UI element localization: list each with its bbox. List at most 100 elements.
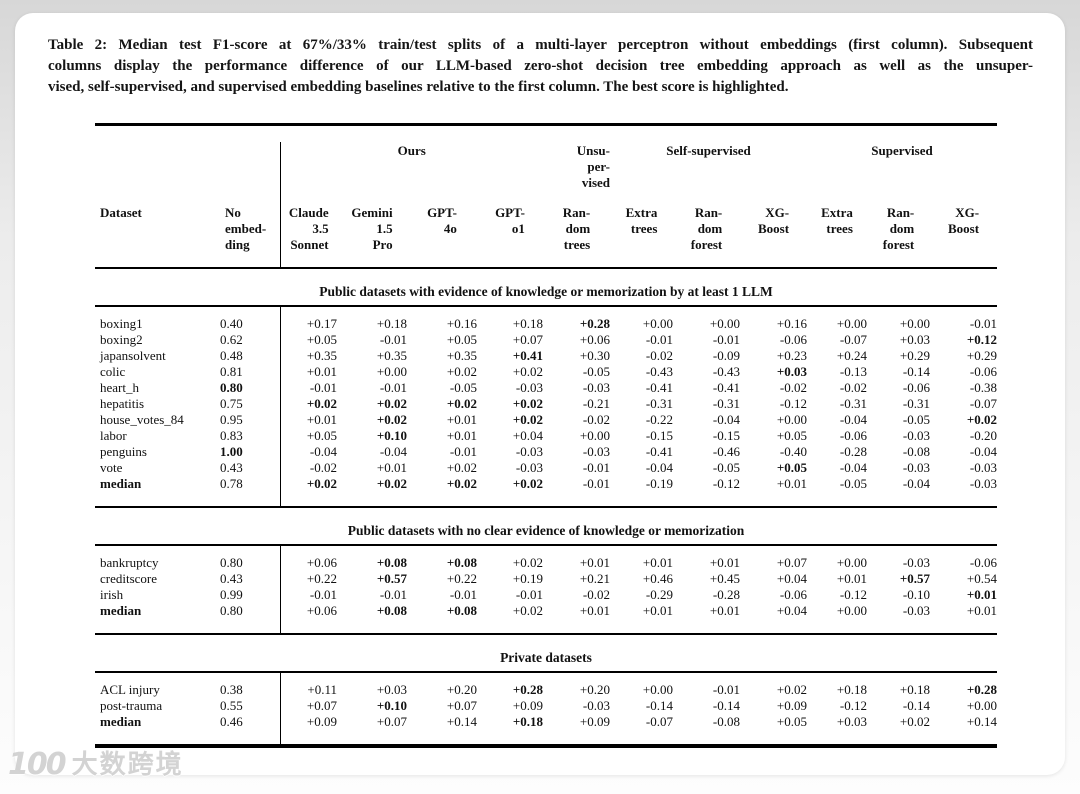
dataset-name: post-trauma	[100, 697, 163, 713]
value-cell: -0.31	[712, 395, 740, 411]
value-cell: +0.01	[642, 602, 673, 618]
value-cell: -0.31	[902, 395, 930, 411]
value-cell: -0.03	[582, 379, 610, 395]
col-header-xgboost-s: XG- Boost	[947, 204, 980, 236]
value-cell: +0.00	[376, 363, 407, 379]
value-cell: +0.18	[836, 681, 867, 697]
value-cell: +0.01	[966, 602, 997, 618]
value-cell: -0.02	[645, 347, 673, 363]
value-cell: -0.04	[712, 411, 740, 427]
value-cell: -0.12	[779, 395, 807, 411]
value-cell: 0.43	[220, 570, 243, 586]
dataset-name: house_votes_84	[100, 411, 184, 427]
value-cell: +0.10	[376, 697, 407, 713]
section-title-row: Private datasets	[95, 632, 997, 673]
value-cell: +0.09	[512, 697, 543, 713]
value-cell: +0.02	[279, 395, 337, 412]
value-cell: -0.03	[515, 443, 543, 459]
dataset-name: hepatitis	[100, 395, 145, 411]
table-row: creditscore 0.43 +0.22 +0.57 +0.22 +0.19 +0.21…	[95, 570, 997, 587]
value-cell: -0.01	[582, 459, 610, 475]
dataset-name: median	[100, 602, 142, 618]
table-container: Ours Unsu- per- vised Self-supervised Su…	[95, 123, 997, 748]
value-cell: +0.02	[512, 554, 543, 570]
group-header-self-supervised: Self-supervised	[666, 142, 751, 158]
watermark: 100 大数跨境	[8, 747, 184, 782]
value-cell: -0.04	[279, 443, 337, 460]
col-header-random-trees: Ran- dom trees	[562, 204, 591, 252]
table-row: vote 0.43 -0.02 +0.01 +0.02 -0.03 -0.01 -0.04 -0…	[95, 459, 997, 476]
value-cell: +0.00	[836, 315, 867, 331]
section-title-row: Public datasets with evidence of knowled…	[95, 266, 997, 307]
value-cell: +0.29	[966, 347, 997, 363]
value-cell: -0.14	[902, 697, 930, 713]
table-row: ACL injury 0.38 +0.11 +0.03 +0.20 +0.28 +0.20 +…	[95, 671, 997, 698]
value-cell: -0.20	[969, 427, 997, 443]
table-row: boxing2 0.62 +0.05 -0.01 +0.05 +0.07 +0.06 -0.0…	[95, 331, 997, 348]
value-cell: -0.01	[449, 586, 477, 602]
value-cell: -0.03	[902, 602, 930, 618]
value-cell: +0.29	[899, 347, 930, 363]
col-header-gemini-1-5-pro: Gemini 1.5 Pro	[351, 204, 393, 252]
value-cell: -0.05	[582, 363, 610, 379]
value-cell: +0.04	[776, 570, 807, 586]
watermark-text: 大数跨境	[71, 750, 184, 780]
group-header-ours: Ours	[279, 141, 543, 203]
value-cell: 0.62	[220, 331, 243, 347]
value-cell: +0.35	[279, 347, 337, 364]
value-cell: -0.40	[779, 443, 807, 459]
value-cell: 0.81	[220, 363, 243, 379]
value-cell: -0.31	[839, 395, 867, 411]
value-cell: +0.01	[579, 602, 610, 618]
value-cell: +0.00	[642, 315, 673, 331]
value-cell: -0.03	[969, 475, 997, 491]
value-cell: +0.10	[376, 427, 407, 443]
value-cell: -0.07	[839, 331, 867, 347]
watermark-logo-icon: 100	[8, 747, 67, 782]
col-header-extra-trees-s: Extra trees	[821, 204, 853, 236]
dataset-name: vote	[100, 459, 123, 475]
value-cell: +0.12	[966, 331, 997, 347]
value-cell: +0.00	[579, 427, 610, 443]
value-cell: +0.02	[376, 475, 407, 491]
value-cell: -0.03	[582, 443, 610, 459]
value-cell: +0.01	[709, 554, 740, 570]
caption-line-1: Table 2: Median test F1-score at 67%/33%…	[48, 37, 1033, 53]
page-card: Table 2: Median test F1-score at 67%/33%…	[15, 13, 1065, 775]
section-title: Public datasets with evidence of knowled…	[95, 266, 997, 307]
value-cell: -0.03	[582, 697, 610, 713]
value-cell: +0.01	[279, 411, 337, 428]
dataset-name: bankruptcy	[100, 554, 159, 570]
value-cell: +0.00	[836, 602, 867, 618]
value-cell: -0.03	[902, 554, 930, 570]
value-cell: +0.45	[709, 570, 740, 586]
value-cell: +0.02	[966, 411, 997, 427]
value-cell: -0.01	[645, 331, 673, 347]
value-cell: -0.29	[645, 586, 673, 602]
table-row: median 0.46 +0.09 +0.07 +0.14 +0.18 +0.09 -0.07…	[95, 713, 997, 748]
table-row: japansolvent 0.48 +0.35 +0.35 +0.35 +0.41 +0.3…	[95, 347, 997, 364]
col-header-gpt-4o: GPT- 4o	[427, 204, 457, 236]
value-cell: +0.18	[477, 713, 543, 748]
section-title-row: Public datasets with no clear evidence o…	[95, 505, 997, 546]
value-cell: -0.05	[712, 459, 740, 475]
value-cell: -0.03	[969, 459, 997, 475]
value-cell: +0.05	[740, 713, 807, 748]
value-cell: -0.41	[712, 379, 740, 395]
col-header-no-embedding: No embed- ding	[225, 204, 267, 252]
dataset-name: japansolvent	[100, 347, 166, 363]
dataset-name: colic	[100, 363, 126, 379]
value-cell: +0.57	[376, 570, 407, 586]
value-cell: +0.07	[279, 697, 337, 714]
value-cell: +0.24	[836, 347, 867, 363]
value-cell: +0.02	[512, 395, 543, 411]
value-cell: -0.04	[902, 475, 930, 491]
value-cell: -0.01	[279, 379, 337, 396]
value-cell: -0.04	[839, 411, 867, 427]
col-header-random-forest-ss: Ran- dom forest	[690, 204, 723, 252]
value-cell: +0.03	[776, 363, 807, 379]
value-cell: +0.41	[512, 347, 543, 363]
value-cell: +0.01	[376, 459, 407, 475]
table-row: colic 0.81 +0.01 +0.00 +0.02 +0.02 -0.05 -0.43 -…	[95, 363, 997, 380]
value-cell: -0.05	[449, 379, 477, 395]
